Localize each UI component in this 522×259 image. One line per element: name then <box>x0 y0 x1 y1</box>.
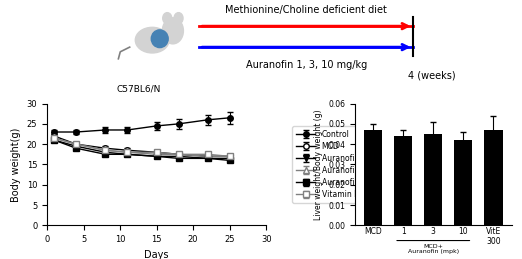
Text: 4 (weeks): 4 (weeks) <box>408 70 456 81</box>
Legend: Control, MCD, Auranofin 1 mpk, Auranofin 3 mpk, Auranofin 10 mpk, Vitamin E 300 : Control, MCD, Auranofin 1 mpk, Auranofin… <box>292 126 398 203</box>
Ellipse shape <box>151 30 168 48</box>
Y-axis label: Liver weight/Body weight (g): Liver weight/Body weight (g) <box>314 109 323 220</box>
Bar <box>364 130 382 225</box>
Text: MCD+
Auranofin (mpk): MCD+ Auranofin (mpk) <box>408 243 459 254</box>
Text: C57BL6/N: C57BL6/N <box>117 85 161 94</box>
Circle shape <box>163 13 172 24</box>
Circle shape <box>162 18 183 44</box>
Text: Methionine/Choline deficient diet: Methionine/Choline deficient diet <box>226 5 387 16</box>
X-axis label: Days: Days <box>145 250 169 259</box>
Bar <box>454 140 472 225</box>
Y-axis label: Body weight(g): Body weight(g) <box>11 127 21 202</box>
Bar <box>484 130 503 225</box>
Text: Auranofin 1, 3, 10 mg/kg: Auranofin 1, 3, 10 mg/kg <box>246 60 367 70</box>
Ellipse shape <box>135 27 169 53</box>
Bar <box>424 134 442 225</box>
Bar <box>394 136 412 225</box>
Circle shape <box>174 13 183 24</box>
